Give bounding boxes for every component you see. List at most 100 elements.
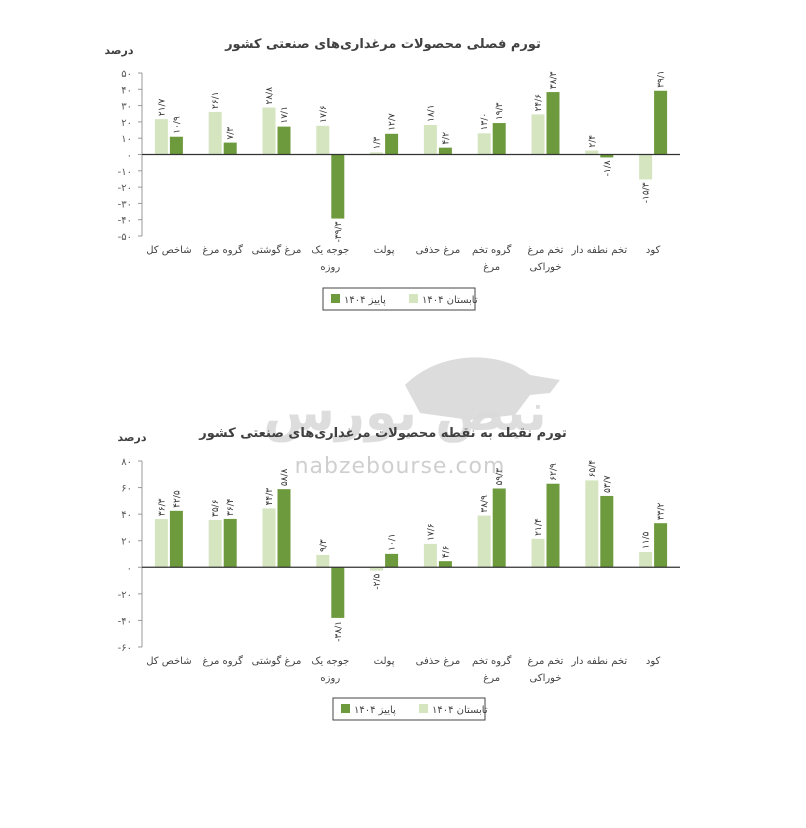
category-label: مرغ: [483, 262, 500, 273]
data-label: -۳۸/۱: [334, 621, 344, 642]
category-label: کود: [646, 656, 661, 667]
data-label: ۳۸/۹: [480, 495, 490, 513]
legend-label: پاییز ۱۴۰۴: [344, 295, 386, 306]
data-label: ۴/۶: [441, 545, 451, 558]
y-tick-label: -۴۰: [118, 616, 132, 627]
data-label: ۲/۴: [588, 135, 598, 148]
y-tick-label: -۳۰: [118, 199, 132, 210]
bar-autumn: [654, 523, 668, 568]
bar-summer: [370, 152, 384, 155]
bar-summer: [154, 119, 168, 155]
data-label: ۲۶/۱: [211, 91, 221, 109]
data-label: ۱۷/۱: [280, 106, 290, 124]
data-label: ۴/۲: [441, 132, 451, 145]
category-label: پولت: [374, 245, 395, 256]
y-tick-label: -۲۰: [118, 590, 132, 601]
data-label: ۳۸/۳: [549, 71, 559, 89]
category-label: روزه: [320, 673, 340, 684]
bar-summer: [154, 519, 168, 568]
bar-autumn: [492, 123, 506, 155]
bar-autumn: [438, 147, 452, 155]
data-label: -۱/۸: [603, 160, 613, 176]
category-label: گروه مرغ: [203, 655, 244, 667]
data-label: -۲/۵: [373, 573, 383, 589]
data-label: ۵۸/۸: [280, 468, 290, 486]
data-label: ۲۸/۸: [265, 87, 275, 105]
data-label: ۳۹/۱: [657, 70, 667, 88]
watermark-brand: نبض بورس: [263, 383, 547, 443]
bar-autumn: [277, 489, 291, 568]
bar-autumn: [385, 553, 399, 568]
category-label: تخم نطفه دار: [570, 656, 627, 667]
category-label: مرغ گوشتی: [252, 244, 302, 256]
bar-summer: [531, 114, 545, 155]
y-tick-label: ۲۰: [121, 118, 132, 129]
y-tick-label: ۴۰: [121, 510, 132, 521]
y-axis-label: درصد: [105, 44, 134, 57]
legend-label: تابستان ۱۴۰۴: [422, 295, 478, 306]
y-tick-label: ۰: [127, 563, 132, 574]
watermark-url: nabzebourse.com: [295, 454, 506, 479]
data-label: ۶۲/۹: [549, 463, 559, 481]
data-label: ۴۲/۵: [172, 490, 182, 508]
y-tick-label: ۰: [127, 151, 132, 162]
data-label: ۲۱/۴: [534, 518, 544, 536]
watermark: نبض بورس nabzebourse.com: [263, 357, 560, 479]
bar-autumn: [600, 154, 614, 158]
chart-title: تورم نقطه به نقطه محصولات مرغداری‌های صن…: [198, 426, 566, 441]
category-label: مرغ حذفی: [416, 245, 461, 256]
data-label: ۹/۳: [319, 539, 329, 552]
data-label: ۵۳/۷: [603, 475, 613, 493]
category-label: گروه تخم: [472, 244, 512, 256]
data-label: ۴۴/۳: [265, 488, 275, 506]
chart-title: تورم فصلی محصولات مرغداری‌های صنعتی کشور: [224, 37, 541, 52]
data-label: ۱۸/۱: [426, 104, 436, 122]
bar-summer: [316, 554, 330, 568]
data-label: ۷/۳: [226, 127, 236, 140]
bar-autumn: [654, 90, 668, 155]
y-tick-label: -۶۰: [118, 643, 132, 654]
y-tick-label: ۵۰: [121, 69, 132, 80]
yoy-inflation-chart: تورم نقطه به نقطه محصولات مرغداری‌های صن…: [0, 400, 806, 730]
legend-swatch: [409, 294, 418, 303]
bar-summer: [585, 480, 599, 568]
category-label: مرغ گوشتی: [252, 655, 302, 667]
category-label: جوجه یک: [311, 656, 349, 667]
y-tick-label: ۴۰: [121, 85, 132, 96]
bar-summer: [585, 150, 599, 155]
category-label: گروه مرغ: [203, 244, 244, 256]
data-label: ۱۲/۷: [388, 113, 398, 131]
y-tick-label: ۲۰: [121, 537, 132, 548]
bar-autumn: [223, 518, 237, 568]
bar-autumn: [385, 133, 399, 155]
bar-autumn: [169, 136, 183, 155]
y-tick-label: ۶۰: [121, 484, 132, 495]
bar-summer: [531, 538, 545, 568]
bar-autumn: [331, 154, 345, 219]
seasonal-inflation-chart: تورم فصلی محصولات مرغداری‌های صنعتی کشور…: [0, 0, 806, 330]
legend-label: تابستان ۱۴۰۴: [432, 705, 488, 716]
legend-box: [332, 697, 486, 721]
bar-summer: [639, 154, 653, 180]
legend-label: پاییز ۱۴۰۴: [354, 705, 396, 716]
bar-summer: [477, 133, 491, 155]
bar-summer: [208, 111, 222, 155]
category-label: روزه: [320, 262, 340, 273]
bar-autumn: [223, 142, 237, 155]
category-label: تخم مرغ: [528, 245, 564, 256]
bar-autumn: [600, 495, 614, 568]
data-label: ۱۷/۶: [426, 523, 436, 541]
data-label: ۵۹/۳: [495, 468, 505, 486]
data-label: ۱۰/۹: [172, 116, 182, 134]
data-label: -۱۵/۳: [642, 182, 652, 203]
data-label: ۲۱/۷: [157, 98, 167, 116]
data-label: ۱۹/۳: [495, 102, 505, 120]
bar-autumn: [546, 92, 560, 155]
bar-summer: [477, 515, 491, 568]
category-label: تخم نطفه دار: [570, 245, 627, 256]
y-axis-label: درصد: [118, 431, 147, 444]
category-label: مرغ حذفی: [416, 656, 461, 667]
bar-summer: [208, 519, 222, 568]
data-label: ۳۵/۶: [211, 499, 221, 517]
data-label: -۳۹/۳: [334, 221, 344, 242]
